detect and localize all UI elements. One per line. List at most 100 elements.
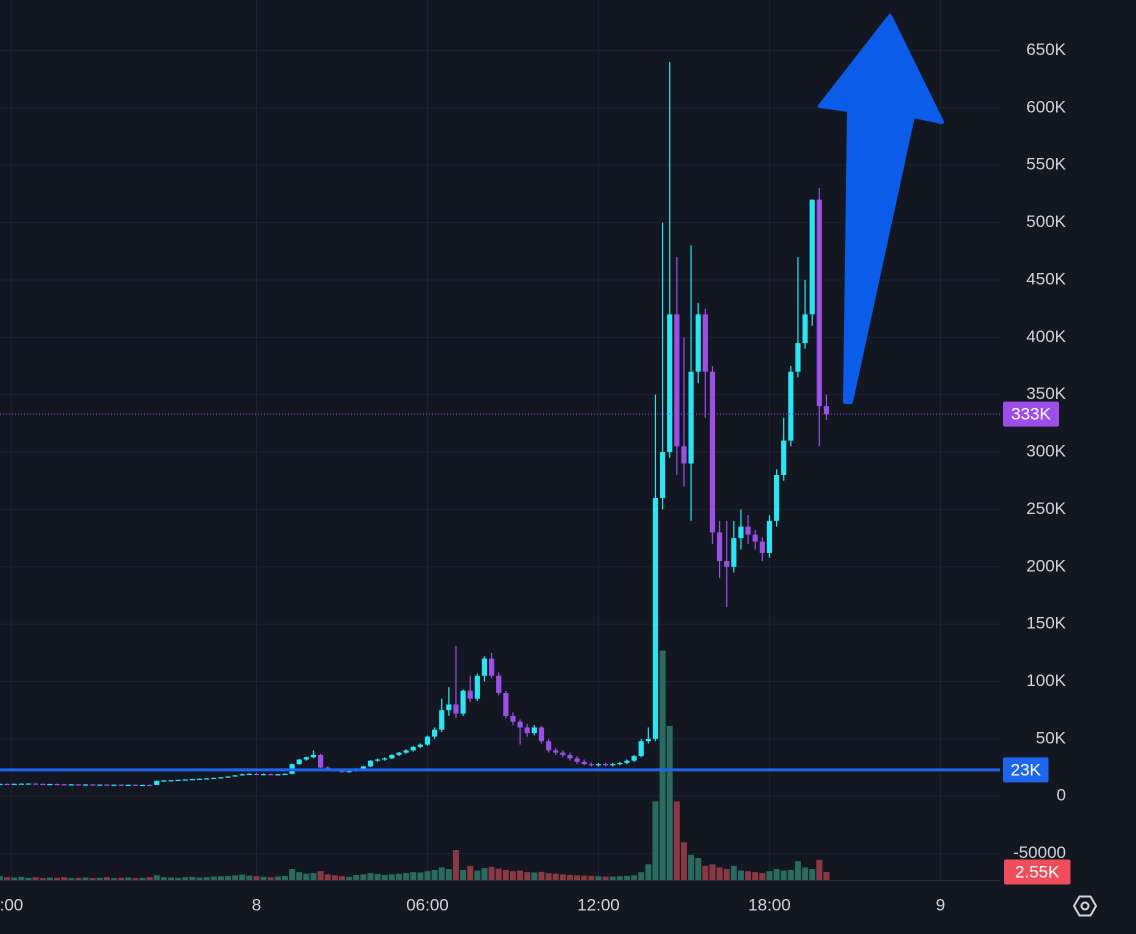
candle-body [189,779,195,781]
volume-bar [75,877,82,880]
volume-bar [524,872,531,880]
candle-body [47,783,53,786]
candle-body [823,406,830,415]
candle-body [232,775,238,777]
volume-bar [153,875,160,880]
candle-body [204,778,210,780]
volume-bar [338,876,345,880]
settings-button[interactable] [1073,895,1097,917]
candle-body [154,780,160,786]
volume-bar [403,873,410,880]
candle-body [40,783,46,786]
volume-bar [182,877,189,880]
candle-body [453,704,459,714]
candle-body [382,758,388,760]
candle-body [624,760,630,763]
y-tick-label: 200K [1026,556,1066,575]
volume-bar [780,870,787,880]
candle-body [68,784,74,786]
candle-body [211,777,217,780]
x-tick-label: 12:00 [577,895,620,914]
volume-bar [103,877,110,880]
candle-body [567,754,573,759]
volume-bar [481,868,488,880]
candle-body [496,675,502,693]
candle-body [446,704,452,711]
candle-body [816,199,822,407]
volume-bar [53,877,60,880]
candle-body [545,741,552,751]
candle-body [225,776,231,778]
candle-body [517,721,523,728]
candle-body [738,526,744,539]
volume-bar [296,872,303,880]
candle-body [218,777,224,779]
candle-body [375,759,381,761]
candle-body [773,474,780,521]
candle-body [111,784,117,786]
candle-body [674,314,680,447]
volume-bar [267,877,274,880]
candle-body [602,764,609,766]
volume-bar [196,877,203,880]
volume-bar [602,876,609,880]
volume-bar [39,878,46,880]
candle-body [424,736,431,745]
volume-bar [89,878,96,880]
candle-body [716,532,723,562]
volume-bar [68,878,75,880]
volume-bar [110,878,117,880]
candle-body [752,534,758,542]
candle-body [18,783,24,785]
candle-body [33,783,39,785]
volume-bar [239,874,246,880]
candle-body [460,690,466,714]
candle-body [538,727,545,742]
volume-bar [417,872,424,880]
volume-bar [11,877,18,880]
candle-body [310,754,317,758]
candle-body [702,314,708,372]
settings-icon [1073,895,1097,917]
volume-bar [224,875,231,880]
volume-bar [609,876,616,880]
price-label-box [1003,757,1049,783]
x-tick-label: :00 [0,895,23,914]
volume-bar [517,870,524,880]
volume-bar [232,875,239,880]
candle-body [439,710,445,730]
volume-bar [723,869,730,880]
volume-bar [146,877,153,880]
candle-body [524,727,530,734]
candle-body [253,773,260,776]
candle-body [161,780,167,782]
candle-body [318,754,324,768]
candle-body [731,538,737,567]
volume-bar [673,801,680,880]
x-tick-label: 18:00 [748,895,791,914]
volume-bar [794,861,801,880]
candle-body [688,371,694,464]
candle-body [652,497,659,739]
volume-bar [4,877,11,880]
candle-body [481,658,488,676]
volume-bar [410,872,417,880]
volume-bar [82,877,89,880]
candle-body [275,774,281,776]
candle-body [303,757,309,760]
candle-body [745,526,751,535]
y-tick-label: 500K [1026,212,1066,231]
candle-body [510,715,516,722]
volume-bar [445,869,452,880]
candle-body [560,752,566,755]
volume-bar [574,875,581,880]
y-tick-label: 0 [1057,786,1066,805]
y-tick-label: 450K [1026,269,1066,288]
x-tick-label: 8 [252,895,261,914]
candle-body [125,784,131,786]
volume-bar [260,876,267,880]
volume-bar [759,873,766,880]
volume-bar [452,850,459,880]
candle-body [588,764,594,766]
